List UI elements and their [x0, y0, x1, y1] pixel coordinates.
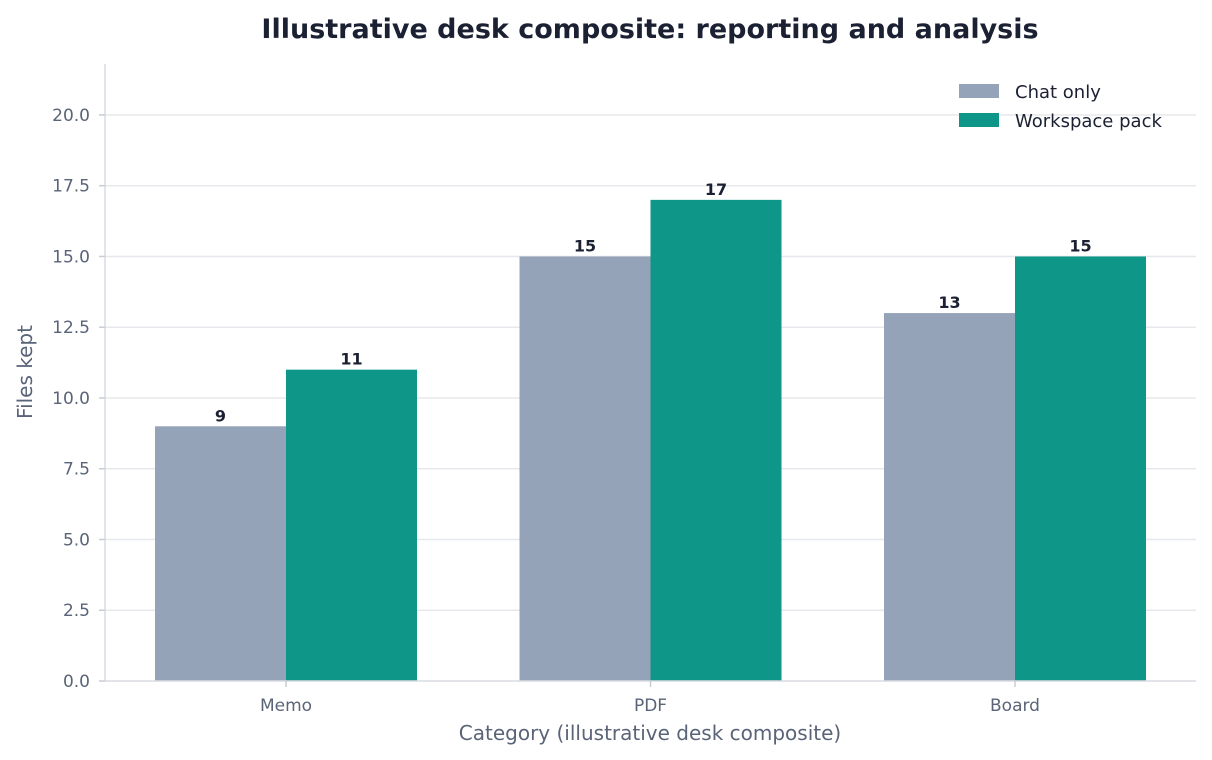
legend-label-chat-only: Chat only	[1015, 82, 1101, 103]
x-tick-label-pdf: PDF	[634, 696, 667, 716]
data-labels: 9 11 15 17 13 15	[215, 180, 1092, 425]
data-label-chat-only-pdf: 15	[574, 236, 596, 255]
legend-swatch-workspace-pack	[959, 113, 999, 127]
y-ticks: 0.0 2.5 5.0 7.5 10.0 12.5 15.0 17.5 20.0	[52, 106, 105, 692]
data-label-workspace-pack-memo: 11	[340, 350, 362, 369]
data-label-chat-only-memo: 9	[215, 406, 226, 425]
y-tick-label: 17.5	[52, 177, 90, 197]
legend-swatch-chat-only	[959, 84, 999, 98]
y-tick-label: 2.5	[63, 601, 90, 621]
bar-chat-only-memo	[155, 426, 286, 681]
y-tick-label: 7.5	[63, 460, 90, 480]
bar-workspace-pack-memo	[286, 369, 417, 681]
y-tick-label: 0.0	[63, 672, 90, 692]
y-tick-label: 12.5	[52, 318, 90, 338]
bar-workspace-pack-board	[1015, 256, 1146, 681]
bars	[155, 199, 1146, 681]
bar-chat-only-pdf	[519, 256, 651, 681]
y-tick-label: 15.0	[52, 247, 90, 267]
x-ticks: Memo PDF Board	[260, 681, 1040, 716]
x-tick-label-board: Board	[990, 696, 1040, 716]
y-axis-label: Files kept	[13, 325, 37, 419]
legend-label-workspace-pack: Workspace pack	[1015, 111, 1162, 132]
chart-title: Illustrative desk composite: reporting a…	[261, 14, 1038, 45]
data-label-chat-only-board: 13	[938, 293, 960, 312]
y-tick-label: 5.0	[63, 530, 90, 550]
data-label-workspace-pack-pdf: 17	[705, 180, 727, 199]
x-axis-label: Category (illustrative desk composite)	[459, 721, 841, 745]
y-tick-label: 10.0	[52, 389, 90, 409]
bar-workspace-pack-pdf	[650, 199, 782, 681]
y-tick-label: 20.0	[52, 106, 90, 126]
bar-chat-only-board	[884, 313, 1015, 681]
legend: Chat only Workspace pack	[959, 82, 1162, 132]
data-label-workspace-pack-board: 15	[1069, 236, 1091, 255]
x-tick-label-memo: Memo	[260, 696, 312, 716]
